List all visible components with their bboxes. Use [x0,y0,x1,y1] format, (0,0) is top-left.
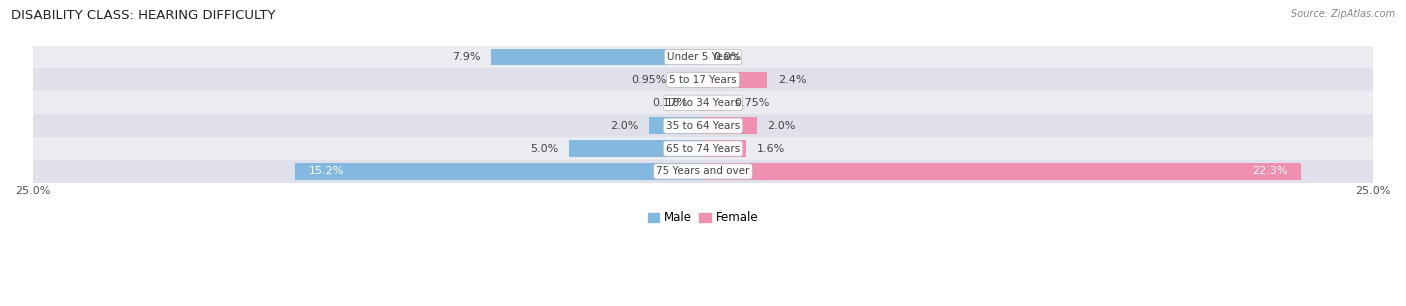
Text: 0.17%: 0.17% [652,98,688,108]
Text: DISABILITY CLASS: HEARING DIFFICULTY: DISABILITY CLASS: HEARING DIFFICULTY [11,9,276,22]
Bar [569,140,703,157]
Text: 0.0%: 0.0% [714,52,742,62]
Text: 22.3%: 22.3% [1251,166,1288,177]
Bar [703,163,1301,180]
Text: 0.75%: 0.75% [734,98,769,108]
Bar [703,118,756,134]
Text: 0.95%: 0.95% [631,75,666,85]
Bar [650,118,703,134]
Text: 2.4%: 2.4% [778,75,807,85]
Bar [32,46,1374,69]
Text: 7.9%: 7.9% [451,52,481,62]
Bar [699,95,703,111]
Bar [678,72,703,88]
Text: 2.0%: 2.0% [768,121,796,131]
Bar [295,163,703,180]
Bar [703,140,747,157]
Text: 35 to 64 Years: 35 to 64 Years [666,121,740,131]
Text: Source: ZipAtlas.com: Source: ZipAtlas.com [1291,9,1395,19]
Bar [32,69,1374,91]
Legend: Male, Female: Male, Female [643,207,763,229]
Text: 2.0%: 2.0% [610,121,638,131]
Bar [32,114,1374,137]
Text: 18 to 34 Years: 18 to 34 Years [666,98,740,108]
Bar [703,72,768,88]
Bar [32,137,1374,160]
Text: 15.2%: 15.2% [309,166,344,177]
Bar [491,49,703,65]
Bar [32,91,1374,114]
Text: 75 Years and over: 75 Years and over [657,166,749,177]
Text: Under 5 Years: Under 5 Years [666,52,740,62]
Text: 65 to 74 Years: 65 to 74 Years [666,144,740,154]
Bar [32,160,1374,183]
Bar [703,95,723,111]
Text: 5 to 17 Years: 5 to 17 Years [669,75,737,85]
Text: 5.0%: 5.0% [530,144,558,154]
Text: 1.6%: 1.6% [756,144,785,154]
